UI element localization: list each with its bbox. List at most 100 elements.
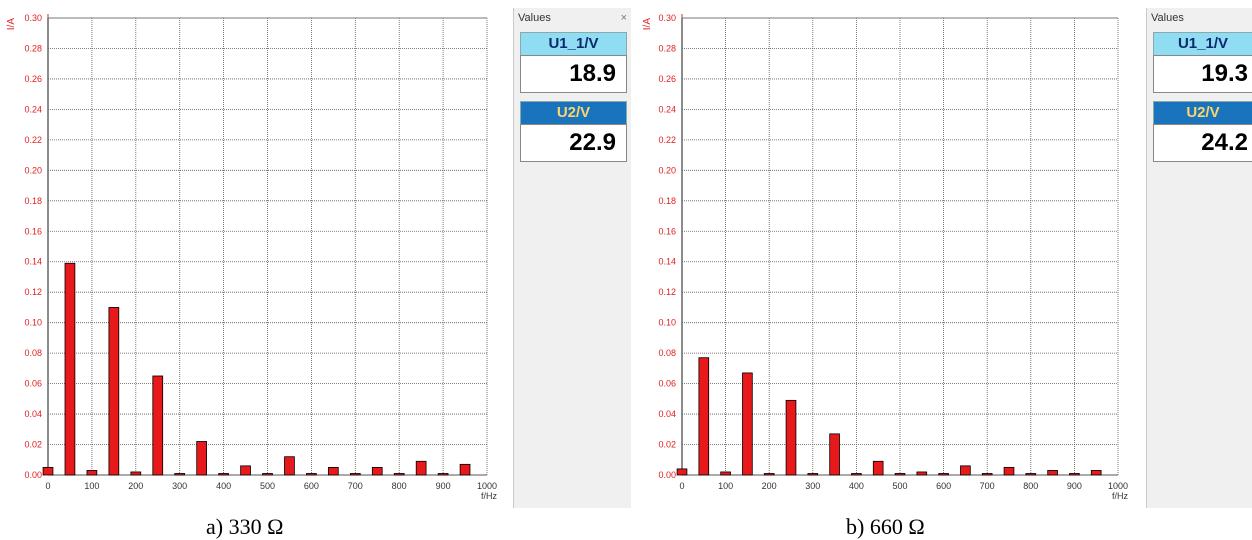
spectrum-chart-b: 0.00 0.02 0.04 0.06 0.08 0.10 0.12 0.14 0.16 0.18… [642, 13, 1128, 501]
x-tick-label: 200 [128, 481, 143, 491]
bar [1025, 473, 1037, 476]
y-tick-label: 0.16 [658, 226, 676, 236]
bar [851, 473, 862, 476]
x-tick-label: 600 [936, 481, 951, 491]
values-title-text: Values [518, 12, 551, 24]
bar [938, 473, 949, 476]
x-axis-label: f/Hz [481, 491, 498, 501]
x-tick-label: 400 [849, 481, 864, 491]
bar [981, 473, 993, 476]
caption-b: b) 660 Ω [846, 514, 925, 539]
values-window-title: Values × [514, 8, 631, 28]
u2-label: U2/V [1153, 101, 1252, 124]
values-window-a: Values × U1_1/V 18.9 U2/V 22.9 [513, 8, 631, 508]
bar [960, 465, 971, 476]
y-axis-label: I/A [642, 18, 653, 31]
x-tick-label: 100 [718, 481, 733, 491]
bar [437, 473, 449, 476]
x-tick-label: 900 [436, 481, 451, 491]
y-tick-label: 0.30 [24, 13, 42, 23]
y-tick-label: 0.08 [658, 348, 676, 358]
u1-label: U1_1/V [520, 32, 627, 55]
y-tick-label: 0.14 [24, 257, 42, 267]
x-tick-label: 100 [84, 481, 99, 491]
x-tick-label: 300 [805, 481, 820, 491]
x-tick-label: 500 [892, 481, 907, 491]
y-tick-label: 0.24 [24, 104, 42, 114]
y-tick-label: 0.10 [24, 318, 42, 328]
chart-panel-b: 0.00 0.02 0.04 0.06 0.08 0.10 0.12 0.14 0.16 0.18… [636, 0, 1252, 512]
x-tick-label: 700 [348, 481, 363, 491]
values-title-text: Values [1151, 12, 1184, 24]
y-tick-label: 0.00 [658, 470, 676, 480]
bar [807, 473, 819, 476]
bar [152, 375, 164, 476]
bar [763, 473, 775, 476]
u1-label: U1_1/V [1153, 32, 1252, 55]
x-tick-label: 700 [980, 481, 995, 491]
bar [284, 456, 295, 476]
bar [916, 471, 928, 476]
y-tick-label: 0.04 [24, 409, 42, 419]
y-tick-label: 0.06 [658, 379, 676, 389]
x-tick-label: 0 [45, 481, 50, 491]
x-tick-label: 900 [1067, 481, 1082, 491]
bar [108, 307, 120, 476]
bar [240, 465, 251, 476]
x-tick-label: 200 [762, 481, 777, 491]
x-tick-label: 600 [304, 481, 319, 491]
bar [262, 473, 273, 476]
bar [349, 473, 361, 476]
bar [64, 262, 76, 476]
spectrum-chart-a: 0.00 0.02 0.04 0.06 0.08 0.10 0.12 0.14 0.16 0.18… [6, 13, 498, 501]
values-window-b: Values U1_1/V 19.3 U2/V 24.2 [1146, 8, 1252, 508]
y-tick-label: 0.18 [658, 196, 676, 206]
bar [894, 473, 906, 476]
bar [1003, 466, 1015, 476]
bar [42, 466, 54, 476]
bar [393, 473, 405, 476]
y-tick-label: 0.26 [24, 74, 42, 84]
bar [459, 463, 471, 476]
bar [1047, 470, 1058, 476]
bar [86, 470, 98, 476]
bar [1069, 473, 1080, 476]
bar [328, 466, 339, 476]
bar [306, 473, 317, 476]
bar [785, 399, 797, 476]
y-tick-label: 0.08 [24, 348, 42, 358]
bar [174, 473, 186, 476]
u1-value: 18.9 [520, 55, 627, 93]
y-axis-label: I/A [6, 18, 17, 31]
x-tick-label: 1000 [1108, 481, 1128, 491]
y-tick-label: 0.12 [658, 287, 676, 297]
bar [218, 473, 229, 476]
x-tick-label: 800 [1023, 481, 1038, 491]
bar [196, 441, 207, 476]
x-tick-label: 800 [392, 481, 407, 491]
x-tick-label: 300 [172, 481, 187, 491]
bar [872, 460, 884, 476]
caption-a: a) 330 Ω [206, 514, 284, 539]
y-tick-label: 0.12 [24, 287, 42, 297]
x-tick-label: 0 [679, 481, 684, 491]
y-tick-label: 0.24 [658, 104, 676, 114]
y-tick-label: 0.14 [658, 257, 676, 267]
bar [698, 357, 710, 476]
bar [1090, 470, 1102, 476]
u2-label: U2/V [520, 101, 627, 124]
chart-panel-a: 0.00 0.02 0.04 0.06 0.08 0.10 0.12 0.14 0.16 0.18… [0, 0, 631, 512]
y-tick-label: 0.28 [24, 43, 42, 53]
y-tick-label: 0.02 [24, 440, 42, 450]
y-tick-label: 0.06 [24, 379, 42, 389]
bar [829, 433, 840, 476]
u1-value: 19.3 [1153, 55, 1252, 93]
y-tick-label: 0.20 [24, 165, 42, 175]
bar [130, 471, 142, 476]
y-tick-label: 0.22 [658, 135, 676, 145]
bar [415, 460, 427, 476]
close-icon[interactable]: × [620, 12, 627, 24]
y-tick-label: 0.00 [24, 470, 42, 480]
y-tick-label: 0.22 [24, 135, 42, 145]
bar [720, 471, 731, 476]
